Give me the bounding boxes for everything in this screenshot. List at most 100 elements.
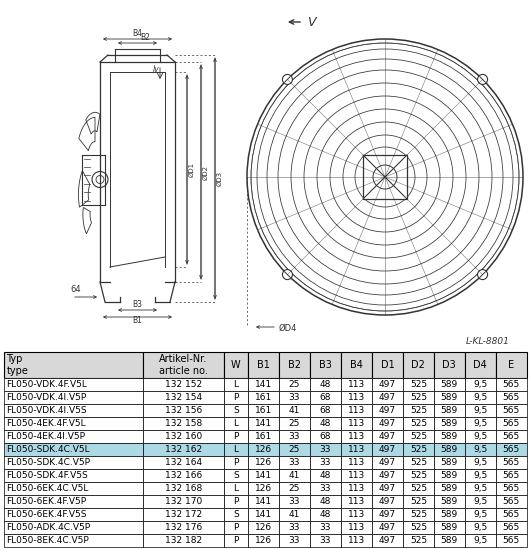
Text: 589: 589	[441, 510, 458, 519]
Text: 141: 141	[255, 497, 272, 506]
Text: ØD1: ØD1	[189, 162, 195, 177]
Bar	[279, 417, 310, 430]
Text: 25: 25	[289, 484, 300, 493]
Bar	[496, 404, 527, 417]
Bar	[224, 456, 248, 469]
Text: 161: 161	[255, 432, 272, 441]
Text: 48: 48	[320, 380, 331, 389]
Bar	[4, 443, 143, 456]
Bar	[341, 391, 372, 404]
Circle shape	[282, 74, 293, 84]
Text: 41: 41	[289, 510, 300, 519]
Text: S: S	[233, 471, 239, 480]
Bar	[465, 430, 496, 443]
Bar	[248, 456, 279, 469]
Bar	[143, 508, 224, 521]
Text: FL050-6EK.4F.V5S: FL050-6EK.4F.V5S	[6, 510, 87, 519]
Text: 497: 497	[379, 432, 396, 441]
Text: FL050-SDK.4F.V5S: FL050-SDK.4F.V5S	[6, 471, 88, 480]
Text: 497: 497	[379, 393, 396, 402]
Text: 9,5: 9,5	[473, 406, 487, 415]
Bar	[341, 443, 372, 456]
Bar	[248, 417, 279, 430]
Bar	[434, 482, 465, 495]
Bar	[372, 378, 403, 391]
Text: D2: D2	[412, 360, 425, 370]
Bar	[4, 495, 143, 508]
Bar	[434, 456, 465, 469]
Text: 113: 113	[348, 536, 365, 545]
Text: 132 168: 132 168	[165, 484, 202, 493]
Text: 113: 113	[348, 484, 365, 493]
Bar	[341, 469, 372, 482]
Text: 68: 68	[320, 432, 331, 441]
Bar	[341, 352, 372, 378]
Text: 9,5: 9,5	[473, 432, 487, 441]
Text: 589: 589	[441, 393, 458, 402]
Bar	[465, 352, 496, 378]
Text: 565: 565	[503, 380, 520, 389]
Bar	[4, 430, 143, 443]
Text: 33: 33	[289, 393, 300, 402]
Text: 132 166: 132 166	[165, 471, 202, 480]
Bar	[279, 352, 310, 378]
Text: 113: 113	[348, 406, 365, 415]
Text: 126: 126	[255, 445, 272, 454]
Text: 132 162: 132 162	[165, 445, 202, 454]
Bar	[372, 534, 403, 547]
Text: 132 164: 132 164	[165, 458, 202, 467]
Bar	[310, 534, 341, 547]
Text: 525: 525	[410, 445, 427, 454]
Text: 565: 565	[503, 432, 520, 441]
Text: 41: 41	[289, 471, 300, 480]
Text: B2: B2	[141, 33, 150, 42]
Bar	[372, 391, 403, 404]
Bar	[341, 404, 372, 417]
Text: 33: 33	[320, 458, 331, 467]
Text: 141: 141	[255, 510, 272, 519]
Text: 33: 33	[320, 523, 331, 532]
Text: 68: 68	[320, 406, 331, 415]
Text: B3: B3	[319, 360, 332, 370]
Text: 565: 565	[503, 536, 520, 545]
Text: 113: 113	[348, 393, 365, 402]
Bar	[143, 417, 224, 430]
Bar	[403, 352, 434, 378]
Bar	[224, 508, 248, 521]
Text: 113: 113	[348, 432, 365, 441]
Text: 33: 33	[320, 536, 331, 545]
Text: 589: 589	[441, 380, 458, 389]
Bar	[434, 534, 465, 547]
Text: 126: 126	[255, 523, 272, 532]
Bar	[310, 521, 341, 534]
Text: 525: 525	[410, 471, 427, 480]
Text: 9,5: 9,5	[473, 445, 487, 454]
Text: P: P	[233, 536, 238, 545]
Bar	[465, 469, 496, 482]
Bar	[310, 495, 341, 508]
Bar	[310, 404, 341, 417]
Bar	[4, 391, 143, 404]
Text: 132 176: 132 176	[165, 523, 202, 532]
Text: B4: B4	[133, 29, 142, 38]
Text: 589: 589	[441, 484, 458, 493]
Bar	[279, 521, 310, 534]
Bar	[224, 534, 248, 547]
Text: D3: D3	[442, 360, 456, 370]
Text: 497: 497	[379, 484, 396, 493]
Text: 9,5: 9,5	[473, 510, 487, 519]
Bar	[4, 378, 143, 391]
Bar	[372, 456, 403, 469]
Bar	[143, 495, 224, 508]
Bar	[4, 417, 143, 430]
Bar	[372, 495, 403, 508]
Text: 33: 33	[320, 445, 331, 454]
Bar	[143, 456, 224, 469]
Bar	[465, 482, 496, 495]
Text: 565: 565	[503, 406, 520, 415]
Text: 48: 48	[320, 510, 331, 519]
Bar	[403, 443, 434, 456]
Text: 525: 525	[410, 523, 427, 532]
Bar	[465, 456, 496, 469]
Bar	[279, 508, 310, 521]
